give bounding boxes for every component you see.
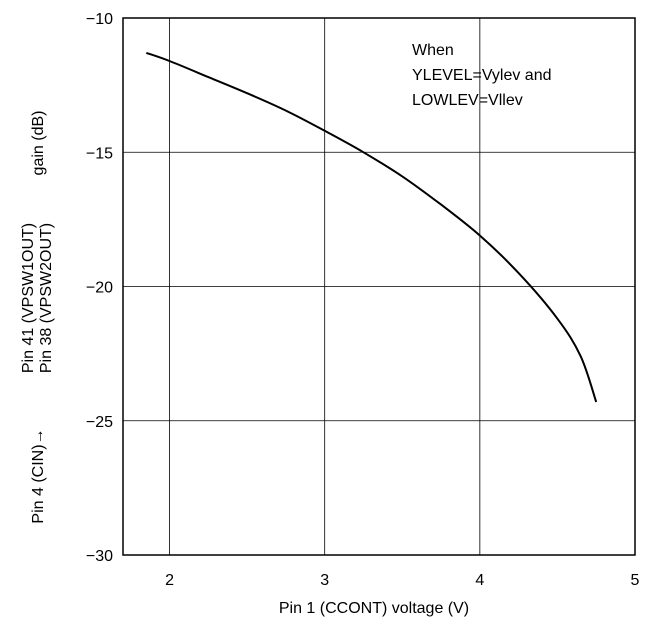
x-tick-label: 2	[165, 572, 174, 589]
x-tick-labels: 2 3 4 5	[165, 572, 639, 589]
x-axis-title: Pin 1 (CCONT) voltage (V)	[279, 600, 469, 617]
y-tick-label: −25	[86, 414, 113, 431]
y-tick-labels: −10 −15 −20 −25 −30	[86, 11, 113, 565]
x-tick-label: 5	[631, 572, 640, 589]
grid-lines	[123, 18, 635, 555]
y-axis-title: Pin 4 (CIN)→ Pin 41 (VPSW1OUT) Pin 38 (V…	[20, 111, 55, 524]
plot-frame	[122, 17, 636, 556]
y-tick-label: −30	[86, 548, 113, 565]
y-tick-label: −20	[86, 280, 113, 297]
annotation: When YLEVEL=Vylev and LOWLEV=Vllev	[412, 42, 552, 109]
y-tick-label: −15	[86, 145, 113, 162]
y-tick-label: −10	[86, 11, 113, 28]
x-tick-label: 3	[320, 572, 329, 589]
y-axis-title-suffix: gain (dB)	[30, 111, 47, 176]
y-axis-title-line2: Pin 38 (VPSW2OUT)	[38, 223, 55, 373]
annotation-line-1: When	[412, 42, 454, 59]
annotation-line-3: LOWLEV=Vllev	[412, 92, 523, 109]
y-axis-title-line1: Pin 41 (VPSW1OUT)	[20, 223, 37, 373]
x-tick-label: 4	[475, 572, 484, 589]
annotation-line-2: YLEVEL=Vylev and	[412, 67, 552, 84]
gain-curve	[145, 51, 598, 403]
y-axis-title-prefix: Pin 4 (CIN)→	[30, 428, 47, 523]
